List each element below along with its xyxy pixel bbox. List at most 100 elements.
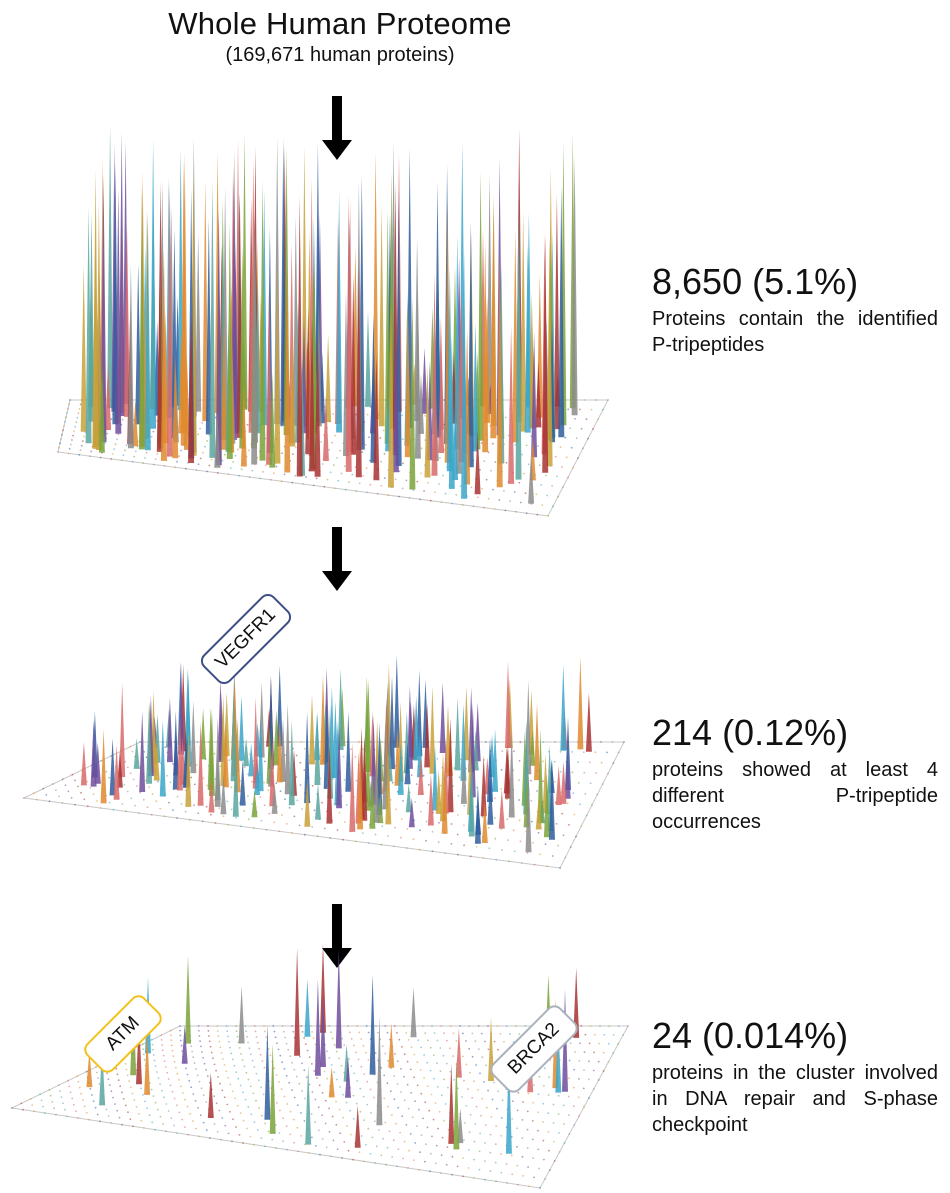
spike: [184, 738, 191, 787]
spike: [280, 718, 286, 782]
spike: [467, 776, 474, 832]
spike: [308, 177, 315, 456]
spike: [80, 742, 87, 786]
spike: [395, 191, 402, 466]
spike: [577, 656, 584, 750]
spike: [469, 702, 476, 798]
spike: [296, 196, 303, 477]
spike: [229, 344, 236, 444]
spike: [348, 396, 355, 439]
spike: [524, 243, 531, 433]
spike: [266, 287, 272, 465]
spike: [448, 334, 455, 489]
spike: [147, 695, 154, 777]
spike: [388, 172, 395, 429]
spike: [378, 206, 385, 427]
spike: [184, 668, 191, 746]
spike: [405, 783, 412, 813]
spike: [209, 182, 216, 458]
spike: [214, 717, 221, 807]
spike: [444, 204, 451, 463]
spike: [236, 193, 243, 438]
spike: [304, 711, 311, 804]
spike: [185, 674, 192, 767]
spike: [183, 353, 190, 450]
spike: [230, 717, 237, 760]
spike: [266, 226, 273, 454]
spike: [219, 199, 226, 429]
spike: [157, 279, 164, 449]
spike: [243, 738, 250, 767]
spike: [322, 704, 329, 763]
spike: [456, 256, 463, 414]
spike: [345, 194, 352, 472]
spike: [127, 308, 134, 445]
spike: [301, 145, 308, 427]
spike: [98, 356, 105, 453]
spike: [231, 180, 237, 440]
spike: [234, 718, 241, 793]
spike: [343, 291, 349, 456]
spike: [188, 188, 195, 459]
spike: [174, 295, 181, 406]
spike: [314, 711, 321, 785]
spike: [315, 216, 322, 405]
spike: [365, 310, 371, 407]
spike: [461, 350, 468, 454]
spike: [257, 716, 264, 792]
spike: [185, 728, 192, 807]
spike: [259, 180, 266, 461]
spike: [407, 701, 414, 758]
spike: [345, 350, 352, 409]
spike: [474, 784, 481, 844]
spike: [432, 398, 439, 461]
spike: [254, 723, 261, 757]
spike: [150, 139, 157, 429]
spike: [508, 324, 515, 484]
spike: [352, 247, 359, 407]
spike: [569, 133, 576, 409]
spike: [320, 674, 326, 765]
spike: [367, 781, 374, 807]
spike: [328, 1066, 335, 1098]
spike: [230, 696, 237, 760]
spike: [144, 1031, 151, 1095]
spike: [165, 177, 172, 418]
spike: [276, 665, 283, 747]
spike: [490, 194, 497, 426]
spike: [219, 294, 226, 410]
stage-1-count: 8,650 (5.1%): [652, 261, 859, 302]
spike: [422, 679, 429, 748]
spike: [404, 291, 411, 446]
spike: [223, 692, 230, 757]
spike: [475, 801, 482, 835]
spike: [236, 199, 243, 415]
spike: [384, 209, 391, 444]
spike: [306, 230, 313, 440]
spike: [177, 148, 184, 411]
spike: [560, 761, 567, 804]
spike: [481, 800, 488, 843]
spike: [218, 243, 225, 431]
stage-3-description: proteins in the cluster involved in DNA …: [652, 1062, 938, 1136]
spike: [452, 266, 458, 423]
spike: [230, 284, 237, 417]
spike: [345, 1056, 351, 1098]
spike: [361, 736, 368, 821]
spike: [274, 267, 281, 464]
spike: [549, 319, 556, 443]
spike: [254, 240, 261, 409]
spike: [548, 759, 555, 793]
down-arrow-icon: [322, 527, 352, 591]
spike: [403, 711, 410, 774]
spike: [504, 744, 511, 799]
spike: [521, 731, 528, 806]
spike: [111, 144, 118, 412]
stage-1-stat: 8,650 (5.1%) Proteins contain the identi…: [652, 262, 938, 358]
spike: [138, 186, 145, 450]
spike: [546, 744, 553, 815]
stage-3-count: 24 (0.014%): [652, 1015, 849, 1056]
spike: [346, 218, 353, 406]
spike: [397, 742, 404, 795]
spike: [144, 213, 151, 451]
